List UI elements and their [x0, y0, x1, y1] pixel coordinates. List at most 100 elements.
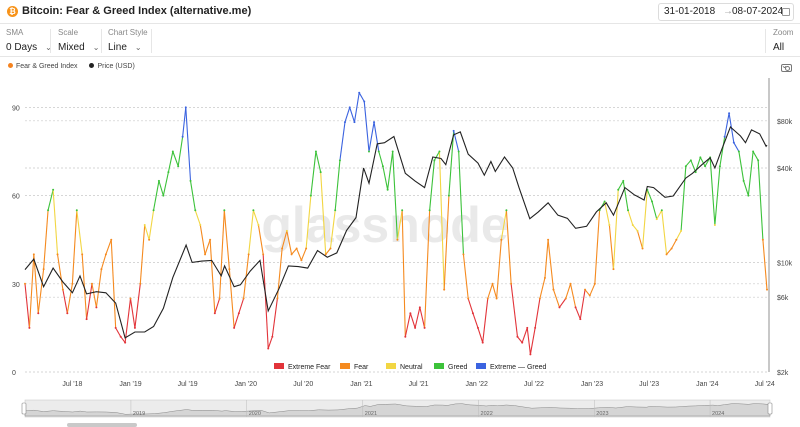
fear-greed-point — [143, 224, 146, 226]
legend-item-price[interactable]: Price (USD) — [89, 63, 135, 70]
fear-greed-point — [529, 353, 532, 356]
chart-style-select[interactable]: Chart Style Line ⌄ — [108, 28, 158, 54]
zoom-value[interactable]: All — [773, 42, 785, 53]
fear-greed-point — [95, 306, 98, 309]
fear-greed-segment — [228, 269, 235, 328]
fear-greed-point — [281, 247, 284, 250]
fear-greed-point — [157, 179, 160, 182]
fear-greed-point — [538, 297, 541, 300]
fear-greed-point — [423, 326, 426, 329]
fear-greed-segment — [134, 283, 141, 328]
fear-greed-point — [213, 312, 216, 315]
fear-greed-point — [42, 268, 45, 271]
fear-greed-point — [660, 209, 663, 212]
fear-greed-segment — [387, 151, 394, 190]
navigator-track — [24, 399, 771, 418]
fear-greed-point — [314, 150, 317, 153]
navigator-handle-right — [767, 402, 773, 415]
fear-greed-segment — [675, 230, 682, 240]
fear-greed-segment — [612, 189, 619, 270]
fear-greed-point — [348, 106, 351, 109]
zone-legend-swatch — [476, 363, 486, 369]
date-from-input[interactable]: 31-01-2018 — [664, 6, 716, 17]
fear-greed-segment — [144, 224, 150, 240]
fear-greed-point — [391, 150, 394, 153]
fear-greed-point — [757, 159, 760, 162]
navigator-year-label: 2022 — [481, 411, 493, 417]
zone-legend: Extreme Fear Fear Neutral Greed Extreme — Gr… — [274, 363, 547, 371]
fear-greed-segment — [325, 248, 331, 255]
x-tick-label: Jan '21 — [350, 381, 372, 388]
fear-greed-segment — [733, 142, 740, 152]
fear-greed-segment — [641, 189, 648, 249]
fear-greed-segment — [189, 180, 196, 211]
chevron-down-icon[interactable]: ⌄ — [92, 43, 100, 52]
fear-greed-point — [641, 247, 644, 250]
zoom-select[interactable]: Zoom All ⌄ — [773, 28, 800, 70]
chevron-down-icon[interactable]: ⌄ — [781, 61, 788, 70]
fear-greed-segment — [219, 210, 225, 299]
fear-greed-segment — [547, 239, 555, 290]
fear-greed-point — [329, 247, 332, 250]
sma-value[interactable]: 0 Days — [6, 42, 38, 53]
fear-greed-point — [194, 209, 197, 212]
fear-greed-point — [766, 288, 768, 291]
chevron-down-icon[interactable]: ⌄ — [45, 43, 52, 52]
fear-greed-point — [381, 165, 384, 168]
navigator-area — [24, 403, 771, 417]
scale-value[interactable]: Mixed — [58, 42, 85, 53]
fear-greed-point — [651, 200, 654, 203]
calendar-icon[interactable] — [782, 8, 790, 16]
fear-greed-segment — [62, 289, 68, 314]
sma-select[interactable]: SMA 0 Days ⌄ — [6, 28, 62, 54]
fear-greed-segment — [539, 277, 546, 299]
fear-greed-segment — [86, 283, 93, 320]
fear-greed-segment — [627, 210, 634, 226]
fear-greed-point — [694, 171, 697, 174]
price-line — [24, 126, 768, 339]
navigator-scrollbar — [67, 423, 137, 427]
fear-greed-segment — [569, 283, 577, 308]
fear-greed-segment — [443, 195, 450, 290]
fear-greed-point — [728, 112, 731, 115]
sma-label: SMA — [6, 28, 24, 37]
fear-greed-point — [699, 156, 702, 159]
fear-greed-segment — [76, 210, 83, 255]
zone-legend-label: Fear — [354, 364, 369, 371]
fear-greed-segment — [129, 298, 136, 328]
fear-greed-point — [443, 288, 446, 291]
chart-style-value[interactable]: Line — [108, 42, 127, 53]
fear-greed-segment — [752, 151, 759, 161]
date-to-input[interactable]: 08-07-2024 — [732, 6, 784, 17]
camera-icon[interactable] — [781, 64, 792, 72]
price-series — [24, 126, 768, 339]
fear-greed-point — [28, 326, 31, 329]
fear-greed-segment — [91, 283, 97, 308]
fear-greed-segment — [300, 248, 307, 261]
fear-greed-segment — [500, 210, 507, 240]
fear-greed-point — [139, 282, 142, 285]
fear-greed-segment — [248, 210, 254, 255]
chevron-down-icon[interactable]: ⌄ — [134, 43, 142, 52]
legend-item-fear-greed[interactable]: Fear & Greed Index — [8, 63, 77, 70]
scale-select[interactable]: Scale Mixed ⌄ — [58, 28, 109, 54]
fear-greed-segment — [458, 151, 464, 255]
fear-greed-point — [167, 171, 170, 174]
fear-greed-point — [495, 297, 498, 300]
fear-greed-segment — [344, 107, 351, 123]
fear-greed-point — [271, 335, 274, 338]
fear-greed-point — [584, 288, 587, 291]
fear-greed-point — [290, 253, 293, 256]
fear-greed-point — [66, 312, 69, 315]
fear-greed-segment — [199, 224, 206, 255]
fear-greed-point — [276, 297, 279, 300]
fear-greed-point — [295, 247, 298, 250]
fear-greed-segment — [214, 298, 221, 314]
fear-greed-point — [627, 209, 630, 212]
fear-greed-segment — [28, 254, 35, 328]
fear-greed-point — [418, 306, 421, 309]
date-range-picker[interactable]: 31-01-2018 → 08-07-2024 — [658, 3, 794, 21]
fear-greed-segment — [368, 122, 375, 152]
fear-greed-point — [747, 194, 750, 197]
fear-greed-point — [129, 297, 132, 300]
